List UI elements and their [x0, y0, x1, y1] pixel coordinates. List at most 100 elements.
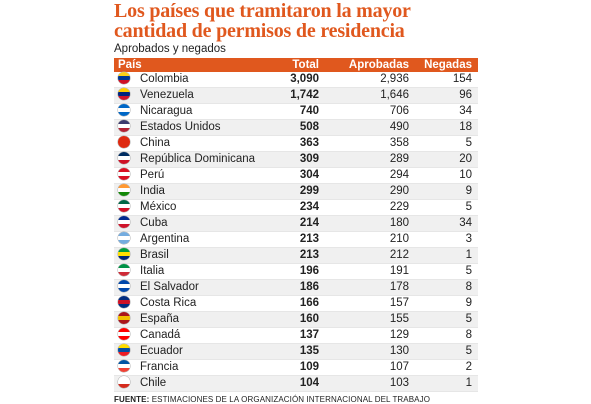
denied-cell: 5 — [415, 343, 478, 360]
argentina-flag-icon — [118, 232, 130, 244]
colombia-flag-icon — [118, 72, 130, 84]
denied-cell: 5 — [415, 199, 478, 216]
china-flag-icon — [118, 136, 130, 148]
total-cell: 186 — [279, 279, 325, 296]
total-cell: 740 — [279, 103, 325, 120]
table-row: El Salvador 186 178 8 — [114, 279, 478, 296]
france-flag-icon — [118, 360, 130, 372]
table-row: Colombia 3,090 2,936 154 — [114, 72, 478, 88]
table-row: China 363 358 5 — [114, 135, 478, 152]
denied-cell: 1 — [415, 375, 478, 392]
total-cell: 304 — [279, 167, 325, 184]
country-name: México — [140, 201, 177, 213]
country-cell: Francia — [114, 359, 279, 376]
total-cell: 309 — [279, 151, 325, 168]
table-row: Estados Unidos 508 490 18 — [114, 119, 478, 136]
mexico-flag-icon — [118, 200, 130, 212]
country-cell: Cuba — [114, 215, 279, 232]
table-row: Francia 109 107 2 — [114, 359, 478, 376]
country-cell: Italia — [114, 263, 279, 280]
table-header-row: País Total Aprobadas Negadas — [114, 58, 478, 72]
table-row: Perú 304 294 10 — [114, 167, 478, 184]
approved-cell: 191 — [325, 263, 415, 280]
country-name: Canadá — [140, 329, 181, 341]
total-cell: 508 — [279, 119, 325, 136]
country-name: Costa Rica — [140, 297, 197, 309]
approved-cell: 180 — [325, 215, 415, 232]
denied-cell: 5 — [415, 135, 478, 152]
peru-flag-icon — [118, 168, 130, 180]
denied-cell: 9 — [415, 183, 478, 200]
italy-flag-icon — [118, 264, 130, 276]
brazil-flag-icon — [118, 248, 130, 260]
country-name: Chile — [140, 377, 167, 389]
country-cell: España — [114, 311, 279, 328]
ecuador-flag-icon — [118, 344, 130, 356]
page-title: Los países que tramitaron la mayor canti… — [114, 0, 411, 42]
denied-cell: 154 — [415, 72, 478, 88]
column-header-denied: Negadas — [415, 58, 478, 72]
approved-cell: 1,646 — [325, 87, 415, 104]
table-row: Ecuador 135 130 5 — [114, 343, 478, 360]
country-name: Venezuela — [140, 89, 194, 101]
country-name: India — [140, 185, 165, 197]
table-row: México 234 229 5 — [114, 199, 478, 216]
total-cell: 104 — [279, 375, 325, 392]
denied-cell: 96 — [415, 87, 478, 104]
total-cell: 135 — [279, 343, 325, 360]
table-row: Nicaragua 740 706 34 — [114, 103, 478, 120]
infographic: Los países que tramitaron la mayor canti… — [114, 0, 478, 404]
approved-cell: 107 — [325, 359, 415, 376]
approved-cell: 290 — [325, 183, 415, 200]
table-row: Costa Rica 166 157 9 — [114, 295, 478, 312]
total-cell: 213 — [279, 247, 325, 264]
spain-flag-icon — [118, 312, 130, 324]
country-name: España — [140, 313, 180, 325]
approved-cell: 129 — [325, 327, 415, 344]
column-header-country: País — [114, 58, 279, 72]
table-row: Cuba 214 180 34 — [114, 215, 478, 232]
total-cell: 363 — [279, 135, 325, 152]
india-flag-icon — [118, 184, 130, 196]
country-name: Francia — [140, 361, 179, 373]
table-row: India 299 290 9 — [114, 183, 478, 200]
country-name: China — [140, 137, 171, 149]
country-cell: México — [114, 199, 279, 216]
total-cell: 109 — [279, 359, 325, 376]
denied-cell: 5 — [415, 311, 478, 328]
country-cell: Brasil — [114, 247, 279, 264]
country-cell: Colombia — [114, 72, 279, 88]
country-cell: Chile — [114, 375, 279, 392]
column-header-approved: Aprobadas — [325, 58, 415, 72]
cuba-flag-icon — [118, 216, 130, 228]
chile-flag-icon — [118, 376, 130, 388]
total-cell: 160 — [279, 311, 325, 328]
approved-cell: 2,936 — [325, 72, 415, 88]
country-cell: India — [114, 183, 279, 200]
table-row: Venezuela 1,742 1,646 96 — [114, 87, 478, 104]
canada-flag-icon — [118, 328, 130, 340]
subtitle: Aprobados y negados — [114, 43, 226, 55]
approved-cell: 130 — [325, 343, 415, 360]
table-row: Brasil 213 212 1 — [114, 247, 478, 264]
denied-cell: 34 — [415, 103, 478, 120]
table-row: Chile 104 103 1 — [114, 375, 478, 392]
country-name: Ecuador — [140, 345, 183, 357]
country-name: Cuba — [140, 217, 168, 229]
country-name: Brasil — [140, 249, 169, 261]
table-row: Italia 196 191 5 — [114, 263, 478, 280]
total-cell: 196 — [279, 263, 325, 280]
total-cell: 214 — [279, 215, 325, 232]
denied-cell: 8 — [415, 327, 478, 344]
denied-cell: 8 — [415, 279, 478, 296]
usa-flag-icon — [118, 120, 130, 132]
table-row: República Dominicana 309 289 20 — [114, 151, 478, 168]
country-name: Nicaragua — [140, 105, 193, 117]
country-name: Estados Unidos — [140, 121, 221, 133]
approved-cell: 212 — [325, 247, 415, 264]
table-row: España 160 155 5 — [114, 311, 478, 328]
approved-cell: 178 — [325, 279, 415, 296]
country-name: Argentina — [140, 233, 190, 245]
denied-cell: 34 — [415, 215, 478, 232]
denied-cell: 5 — [415, 263, 478, 280]
